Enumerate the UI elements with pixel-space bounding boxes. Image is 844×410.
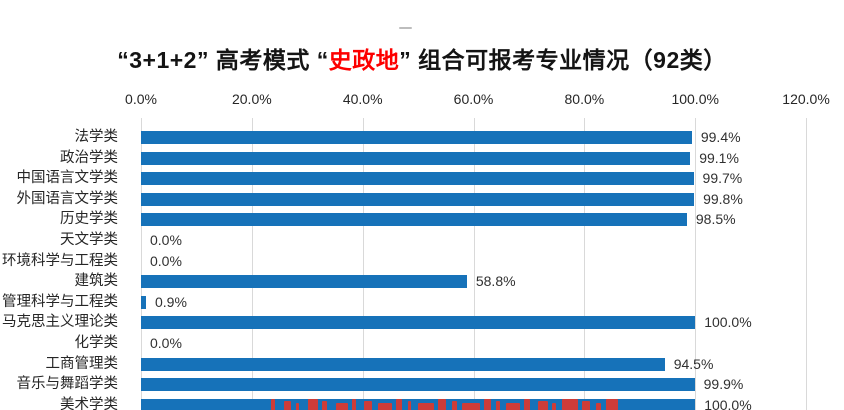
- category-label: 化学类: [74, 335, 119, 351]
- x-tick-label: 40.0%: [342, 91, 383, 107]
- gridline: [473, 118, 475, 410]
- gridline: [806, 118, 808, 410]
- watermark-stroke: [322, 401, 327, 410]
- value-label: 100.0%: [704, 314, 752, 331]
- category-label: 建筑类: [74, 273, 119, 290]
- gridline: [584, 118, 586, 410]
- category-label: 天文学类: [60, 232, 118, 248]
- value-label: 94.5%: [673, 355, 714, 372]
- category-label: 音乐与舞蹈学类: [16, 376, 119, 393]
- category-label: 管理科学与工程类: [2, 293, 118, 310]
- watermark-stroke: [438, 399, 446, 410]
- x-tick-label: 80.0%: [564, 91, 605, 107]
- watermark-stroke: [484, 399, 491, 410]
- title-prefix: “3+1+2” 高考模式 “: [117, 47, 329, 73]
- watermark-stroke: [582, 401, 590, 410]
- watermark-stroke: [452, 401, 457, 410]
- watermark-stroke: [562, 399, 578, 410]
- top-dash-mark: [399, 27, 412, 29]
- bar: [141, 151, 691, 165]
- gridline: [141, 118, 142, 410]
- watermark-stroke: [496, 401, 500, 410]
- bar: [141, 357, 665, 371]
- bar: [141, 213, 687, 227]
- bar: [141, 316, 696, 330]
- watermark-stroke: [506, 403, 520, 410]
- category-label: 政治学类: [60, 149, 118, 166]
- watermark-stroke: [396, 399, 402, 410]
- category-label: 美术学类: [60, 396, 118, 410]
- gridline: [695, 118, 697, 410]
- value-label: 58.8%: [475, 273, 516, 290]
- watermark-stroke: [308, 399, 318, 410]
- bar: [141, 275, 467, 289]
- value-label: 100.0%: [704, 396, 752, 410]
- value-label: 99.8%: [703, 190, 743, 207]
- category-label: 马克思主义理论类: [2, 314, 118, 331]
- watermark-stroke: [538, 401, 548, 410]
- x-tick-label: 0.0%: [125, 91, 157, 107]
- bar: [141, 378, 695, 392]
- watermark-stroke: [524, 399, 530, 410]
- category-label: 中国语言文学类: [16, 170, 119, 187]
- watermark-stroke: [462, 403, 480, 410]
- watermark-stroke: [284, 401, 291, 410]
- bar: [141, 295, 146, 309]
- value-label: 98.5%: [695, 211, 736, 228]
- value-label: 0.0%: [150, 252, 182, 269]
- x-tick-label: 120.0%: [782, 91, 830, 107]
- value-label: 99.4%: [700, 129, 741, 145]
- watermark-stroke: [271, 399, 275, 410]
- category-label: 环境科学与工程类: [2, 252, 118, 269]
- bar: [141, 131, 692, 144]
- category-label: 工商管理类: [45, 355, 119, 372]
- category-label: 法学类: [74, 129, 119, 145]
- watermark-stroke: [596, 403, 601, 410]
- title-suffix: ” 组合可报考专业情况（92类）: [399, 47, 727, 73]
- chart-title: “3+1+2” 高考模式 “史政地” 组合可报考专业情况（92类）: [0, 41, 844, 75]
- watermark-stroke: [606, 399, 618, 410]
- watermark-stroke: [408, 401, 411, 410]
- value-label: 0.0%: [150, 335, 182, 351]
- title-highlight: 史政地: [328, 47, 400, 73]
- watermark-stroke: [552, 403, 556, 410]
- gridline: [251, 118, 253, 410]
- gridline: [362, 118, 364, 410]
- x-tick-label: 100.0%: [671, 91, 719, 107]
- category-label: 历史学类: [60, 211, 118, 228]
- watermark-stroke: [352, 399, 356, 410]
- watermark-stroke: [296, 403, 299, 410]
- value-label: 99.7%: [702, 170, 743, 187]
- value-label: 0.0%: [150, 232, 182, 248]
- bar: [141, 192, 695, 206]
- bar: [141, 172, 694, 186]
- watermark-stroke: [378, 403, 392, 410]
- x-tick-label: 60.0%: [453, 91, 494, 107]
- watermark-stroke: [336, 403, 348, 410]
- watermark-stroke: [364, 401, 372, 410]
- value-label: 99.9%: [703, 376, 744, 393]
- value-label: 99.1%: [699, 149, 739, 166]
- x-tick-label: 20.0%: [231, 91, 272, 107]
- category-label: 外国语言文学类: [16, 190, 119, 207]
- watermark-stroke: [418, 403, 434, 410]
- value-label: 0.9%: [154, 293, 187, 310]
